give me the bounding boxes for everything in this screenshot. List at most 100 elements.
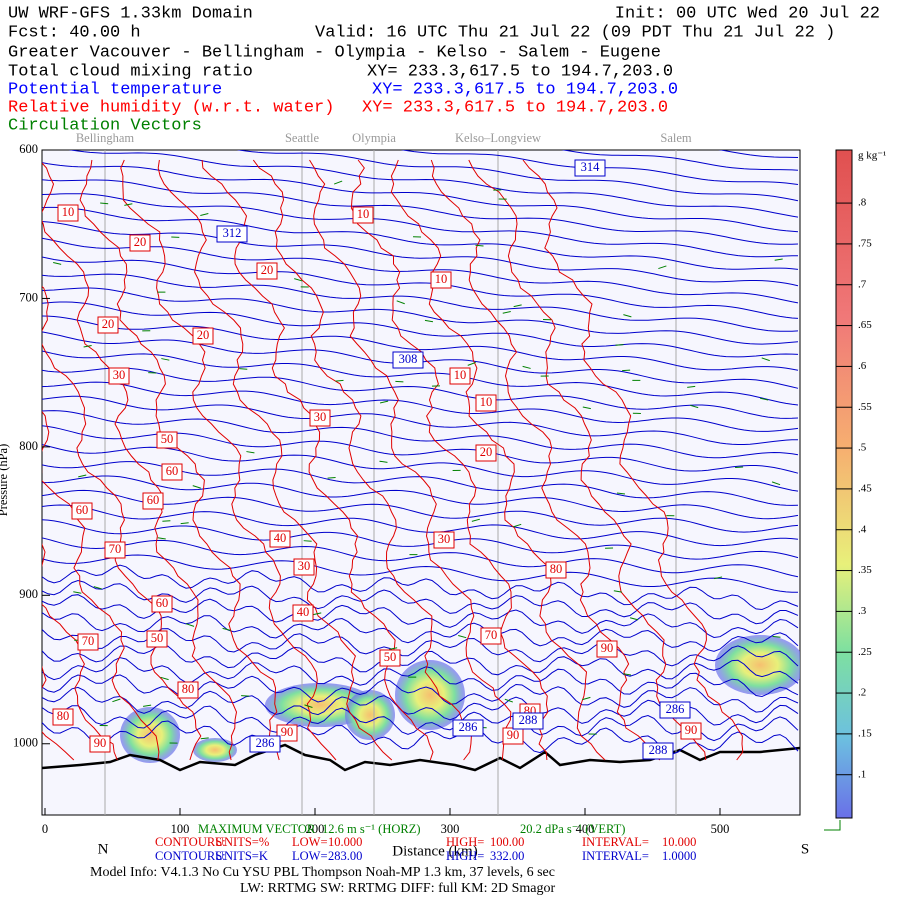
label-box — [309, 409, 331, 427]
vector — [304, 704, 313, 708]
rh-label: 70 — [485, 628, 498, 642]
vector — [157, 537, 166, 540]
vector — [458, 635, 467, 639]
rh-label: 10 — [62, 205, 75, 219]
colorbar-label: .25 — [858, 646, 872, 658]
theta-contour — [400, 150, 799, 185]
colorbar-label: .35 — [858, 564, 872, 576]
label-box — [276, 724, 298, 742]
rh-label: 30 — [314, 410, 327, 424]
theta-contour — [42, 475, 799, 520]
theta-contour — [42, 301, 799, 358]
theta-contour — [42, 350, 799, 406]
vector — [124, 203, 133, 206]
label-box — [545, 561, 567, 579]
plot-content — [42, 150, 800, 815]
legend-xy: XY= 233.3,617.5 to 194.7,203.0 — [362, 98, 668, 117]
colorbar-label: .15 — [858, 727, 872, 739]
theta-contour — [561, 150, 799, 171]
y-tick-label: 700 — [19, 290, 38, 304]
label-box — [392, 351, 424, 369]
label-box — [480, 627, 502, 645]
rh-label: 20 — [197, 328, 210, 342]
contour-info: 283.00 — [328, 849, 362, 863]
y-tick-label: 900 — [19, 587, 38, 601]
label-box — [379, 649, 401, 667]
theta-contour — [42, 381, 799, 432]
label-box — [108, 367, 130, 385]
vector — [475, 244, 484, 247]
colorbar — [835, 149, 853, 819]
colorbar-units: g kg⁻¹ — [858, 150, 886, 162]
rh-contour — [42, 162, 238, 761]
header-text: Fcst: 40.00 h — [8, 23, 141, 42]
rh-label: 60 — [156, 596, 169, 610]
rh-contour — [42, 542, 118, 761]
label-box — [475, 444, 497, 462]
label-box — [352, 206, 374, 224]
contour-info: 10.000 — [328, 835, 362, 849]
vector — [582, 696, 591, 701]
x-tick-label: 100 — [171, 822, 190, 836]
vector — [623, 314, 632, 318]
label-box — [475, 394, 497, 412]
rh-label: 50 — [151, 631, 164, 645]
rh-label: 90 — [601, 641, 614, 655]
vector — [772, 635, 781, 638]
header-text: Greater Vacouver - Bellingham - Olympia … — [8, 43, 661, 62]
label-box — [57, 204, 79, 222]
vector — [513, 523, 522, 528]
vector — [774, 258, 783, 261]
theta-contour — [42, 179, 799, 245]
theta-label: 286 — [459, 720, 478, 734]
colorbar-label: .2 — [858, 687, 866, 699]
rh-contour — [42, 285, 202, 761]
contour-info: LOW= — [292, 849, 328, 863]
rh-label: 80 — [182, 682, 195, 696]
label-box — [192, 327, 214, 345]
vector — [239, 368, 248, 370]
vector — [222, 627, 231, 631]
vector — [241, 695, 250, 697]
label-box — [433, 531, 455, 549]
vector — [73, 591, 82, 594]
theta-contour — [42, 489, 799, 533]
label-box — [52, 708, 74, 726]
vector — [504, 698, 514, 703]
vector — [502, 310, 511, 314]
theta-label: 314 — [581, 160, 601, 174]
rh-label: 50 — [384, 650, 397, 664]
vector — [687, 385, 696, 388]
x-axis-label: Distance (km) — [392, 843, 477, 859]
theta-contour — [236, 150, 799, 202]
y-axis-label: Pressure (hPa) — [0, 444, 10, 517]
vector — [161, 358, 170, 361]
rh-label: 30 — [438, 532, 451, 546]
legend-xy: XY= 233.3,617.5 to 194.7,203.0 — [367, 62, 673, 81]
theta-label: 288 — [649, 743, 668, 757]
label-box — [574, 159, 606, 177]
vector — [379, 400, 389, 404]
contour-info: 1.0000 — [662, 849, 696, 863]
colorbar-label: .5 — [858, 442, 867, 454]
contour-info: 100.00 — [490, 835, 524, 849]
vector — [613, 590, 622, 593]
legend-entry: Relative humidity (w.r.t. water) — [8, 98, 334, 117]
header-text: Valid: 16 UTC Thu 21 Jul 22 (09 PDT Thu … — [315, 23, 835, 42]
rh-contour — [468, 159, 707, 761]
vector — [335, 379, 344, 382]
vector — [471, 518, 480, 522]
label-box — [642, 742, 674, 760]
contour-info: HIGH= — [446, 849, 484, 863]
theta-contour — [42, 287, 799, 345]
vector — [622, 673, 632, 676]
rh-contour — [522, 159, 744, 761]
vector — [771, 481, 781, 486]
vector — [333, 180, 343, 185]
theta-contour — [42, 395, 799, 445]
theta-label: 286 — [256, 736, 275, 750]
contour-info: CONTOURS: — [155, 849, 226, 863]
legend-entry: Potential temperature — [8, 80, 222, 99]
vector — [93, 586, 102, 590]
x-tick-label: 200 — [306, 822, 325, 836]
